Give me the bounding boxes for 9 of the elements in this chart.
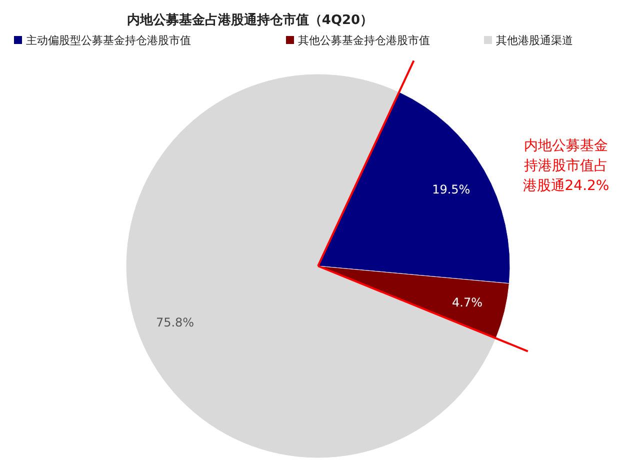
legend-label: 主动偏股型公募基金持仓港股市值 <box>26 34 191 47</box>
text: 内地公募基金持港股市值占港股通24.2% <box>522 138 610 194</box>
legend-label: 其他港股通渠道 <box>496 34 573 47</box>
pie-slice <box>126 74 496 458</box>
chart-title: 内地公募基金占港股通持仓市值（4Q20） <box>126 12 374 28</box>
data-label: 19.5% <box>432 182 470 197</box>
legend-label: 其他公募基金持仓港股市值 <box>298 34 430 47</box>
data-label: 75.8% <box>156 315 194 330</box>
data-label: 4.7% <box>452 295 483 310</box>
